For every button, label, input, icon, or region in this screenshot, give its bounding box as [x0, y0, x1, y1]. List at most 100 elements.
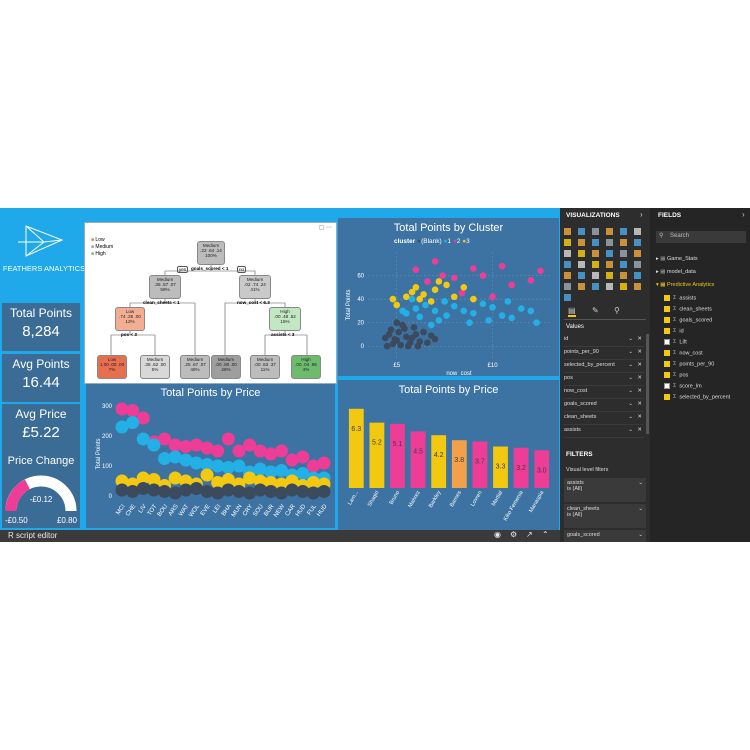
avg-price-card[interactable]: Avg Price £5.22	[2, 404, 80, 452]
viz-collapse-icon[interactable]: ›	[640, 210, 643, 219]
values-scrollbar[interactable]	[646, 334, 649, 434]
table-predictive-analytics[interactable]: ▾ ▦ Predictive Analytics	[656, 282, 715, 288]
chevron-down-icon[interactable]: ⌄	[628, 414, 633, 420]
format-paint-icon[interactable]: ✎	[592, 306, 599, 315]
chevron-down-icon[interactable]: ⌄	[628, 336, 633, 342]
price-scatter-visual[interactable]: Total Points by Price 0 100 200 300 Total Po…	[86, 384, 335, 528]
remove-field-icon[interactable]: ✕	[637, 427, 642, 433]
visual-type-icon[interactable]	[606, 239, 613, 246]
visual-type-icon[interactable]	[592, 250, 599, 257]
filter-goals-scored[interactable]: goals_scored ⌄	[564, 530, 646, 542]
visual-type-icon[interactable]	[578, 272, 585, 279]
visual-type-icon[interactable]	[578, 228, 585, 235]
field-checkbox[interactable]	[664, 339, 670, 345]
value-field-selected-by-percent[interactable]: selected_by_percent ⌄ ✕	[564, 360, 644, 373]
field-checkbox[interactable]	[664, 306, 670, 312]
visual-type-icon[interactable]	[620, 250, 627, 257]
decision-tree-visual[interactable]: ▢ ⋯ ■ Low ■ Medium ■ High Medium .22	[84, 222, 337, 384]
fields-search-box[interactable]: ⚲ Search	[656, 231, 746, 243]
visual-type-icon[interactable]	[592, 228, 599, 235]
visual-type-icon[interactable]	[564, 283, 571, 290]
value-field-clean-sheets[interactable]: clean_sheets ⌄ ✕	[564, 412, 644, 425]
field-checkbox[interactable]	[664, 350, 670, 356]
visual-type-icon[interactable]	[620, 261, 627, 268]
visual-type-icon[interactable]	[620, 239, 627, 246]
visual-type-icon[interactable]	[578, 250, 585, 257]
value-field-id[interactable]: id ⌄ ✕	[564, 334, 644, 347]
value-field-points-per-90[interactable]: points_per_90 ⌄ ✕	[564, 347, 644, 360]
run-script-icon[interactable]: ◉	[494, 530, 501, 539]
chevron-down-icon[interactable]: ⌄	[628, 349, 633, 355]
collapse-icon[interactable]: ⌃	[542, 530, 549, 539]
filter-expand-icon[interactable]: ⌄	[638, 532, 643, 538]
filter-clean-sheets[interactable]: clean_sheets is (All) ⌄	[564, 504, 646, 528]
chevron-down-icon[interactable]: ⌄	[628, 362, 633, 368]
table-model-data[interactable]: ▸ ▦ model_data	[656, 269, 696, 275]
r-script-editor-bar[interactable]: R script editor ◉ ⚙ ↗ ⌃	[0, 530, 560, 542]
total-points-card[interactable]: Total Points 8,284	[2, 303, 80, 351]
visual-type-icon[interactable]	[606, 272, 613, 279]
avg-points-card[interactable]: Avg Points 16.44	[2, 354, 80, 402]
visual-type-icon[interactable]	[634, 239, 641, 246]
field-checkbox[interactable]	[664, 383, 670, 389]
visual-type-icon[interactable]	[564, 239, 571, 246]
visual-type-icon[interactable]	[578, 283, 585, 290]
chevron-down-icon[interactable]: ⌄	[628, 388, 633, 394]
more-options-icon[interactable]: ⋯	[326, 225, 332, 231]
remove-field-icon[interactable]: ✕	[637, 401, 642, 407]
field-checkbox[interactable]	[664, 295, 670, 301]
visual-type-icon[interactable]	[606, 261, 613, 268]
visual-type-icon[interactable]	[564, 294, 571, 301]
remove-field-icon[interactable]: ✕	[637, 362, 642, 368]
field-item-lift[interactable]: Σ Lift	[664, 339, 687, 345]
fields-collapse-icon[interactable]: ›	[742, 210, 745, 219]
visual-type-icon[interactable]	[634, 250, 641, 257]
visual-type-icon[interactable]	[634, 272, 641, 279]
visual-type-icon[interactable]	[578, 261, 585, 268]
table-game-stats[interactable]: ▸ ▦ Game_Stats	[656, 256, 698, 262]
field-checkbox[interactable]	[664, 394, 670, 400]
remove-field-icon[interactable]: ✕	[637, 336, 642, 342]
remove-field-icon[interactable]: ✕	[637, 349, 642, 355]
filter-expand-icon[interactable]: ⌄	[638, 480, 643, 486]
visual-type-icon[interactable]	[592, 272, 599, 279]
remove-field-icon[interactable]: ✕	[637, 388, 642, 394]
remove-field-icon[interactable]: ✕	[637, 414, 642, 420]
visual-type-icon[interactable]	[564, 261, 571, 268]
cluster-scatter-visual[interactable]: Total Points by Cluster cluster ●(Blank)…	[338, 218, 559, 376]
filter-expand-icon[interactable]: ⌄	[638, 506, 643, 512]
visual-type-icon[interactable]	[620, 272, 627, 279]
visual-type-icon[interactable]	[592, 261, 599, 268]
visual-type-icon[interactable]	[606, 228, 613, 235]
remove-field-icon[interactable]: ✕	[637, 375, 642, 381]
visual-type-icon[interactable]	[592, 239, 599, 246]
price-change-card[interactable]: Price Change -£0.12 -£0.50 £0.80	[2, 452, 80, 528]
field-checkbox[interactable]	[664, 372, 670, 378]
fields-well-icon[interactable]: ▤	[568, 306, 576, 317]
field-checkbox[interactable]	[664, 328, 670, 334]
visual-type-icon[interactable]	[634, 283, 641, 290]
visual-type-icon[interactable]	[592, 283, 599, 290]
visual-type-icon[interactable]	[620, 228, 627, 235]
value-field-pos[interactable]: pos ⌄ ✕	[564, 373, 644, 386]
value-field-goals-scored[interactable]: goals_scored ⌄ ✕	[564, 399, 644, 412]
price-bar-visual[interactable]: Total Points by Price 6.3 Lam... 5.2 Shaqir…	[338, 380, 559, 530]
visual-type-icon[interactable]	[564, 272, 571, 279]
visual-type-icon[interactable]	[606, 250, 613, 257]
expand-icon[interactable]: ↗	[526, 530, 533, 539]
visual-type-icon[interactable]	[634, 228, 641, 235]
filter-assists[interactable]: assists is (All) ⌄	[564, 478, 646, 502]
chevron-down-icon[interactable]: ⌄	[628, 375, 633, 381]
visual-type-icon[interactable]	[634, 261, 641, 268]
settings-icon[interactable]: ⚙	[510, 530, 518, 539]
chevron-down-icon[interactable]: ⌄	[628, 427, 633, 433]
chevron-down-icon[interactable]: ⌄	[628, 401, 633, 407]
visual-type-icon[interactable]	[564, 250, 571, 257]
